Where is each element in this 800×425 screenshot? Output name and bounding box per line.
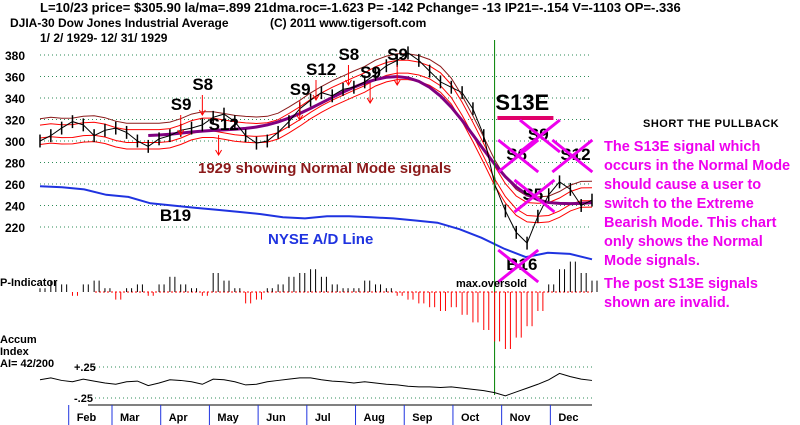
month-label: Aug	[364, 412, 385, 424]
signal-label: S8	[192, 75, 213, 94]
invalid-note: The post S13E signals shown are invalid.	[604, 276, 758, 311]
month-label: May	[217, 412, 239, 424]
signal-label: S9	[387, 45, 408, 64]
sell-arrow-icon	[312, 80, 320, 101]
sell-arrow-icon	[345, 65, 352, 86]
month-label: Sep	[412, 412, 432, 424]
sell-arrow-icon	[215, 135, 223, 156]
y-tick-label: 280	[5, 157, 25, 171]
copyright: (C) 2011 www.tigersoft.com	[270, 16, 427, 30]
normal-mode-label: 1929 showing Normal Mode signals	[198, 160, 452, 177]
y-tick-label: 300	[5, 135, 25, 149]
ad-line-label: NYSE A/D Line	[268, 231, 374, 248]
month-label: Jul	[315, 412, 331, 424]
crossed-out-icon	[551, 138, 594, 174]
notes-panel: The S13E signal which occurs in the Norm…	[604, 138, 800, 313]
sell-arrow-icon	[198, 95, 206, 116]
short-pullback-label: SHORT THE PULLBACK	[643, 118, 780, 130]
accum-line	[39, 372, 593, 397]
signal-label: S12	[306, 60, 336, 79]
signal-label: S9	[360, 63, 381, 82]
lower-outer-band	[39, 79, 593, 224]
ad-line	[39, 185, 593, 261]
ai-label: AI= 42/200	[0, 358, 55, 370]
y-tick-label: 340	[5, 92, 25, 106]
accum-tick-label: +.25	[74, 362, 96, 374]
sell-arrow-icon	[177, 115, 185, 136]
signal-label: S9	[290, 80, 311, 99]
month-label: Feb	[77, 412, 97, 424]
y-tick-label: 260	[5, 178, 25, 192]
chart-title: DJIA-30 Dow Jones Industrial Average	[10, 16, 229, 30]
sell-arrow-icon	[366, 83, 374, 104]
crossed-out-icon	[518, 118, 561, 154]
month-label: Mar	[120, 412, 140, 424]
s13e-note: The S13E signal which occurs in the Norm…	[604, 139, 791, 269]
month-label: Apr	[169, 412, 189, 424]
max-oversold-label: max.oversold	[456, 278, 527, 290]
y-tick-label: 220	[5, 221, 25, 235]
index-label: Index	[0, 346, 29, 358]
signal-label: S12	[209, 115, 239, 134]
signal-label: S13E	[495, 90, 549, 115]
accum-label: Accum	[0, 334, 37, 346]
y-tick-label: 320	[5, 114, 25, 128]
crossed-out-icon	[497, 248, 540, 284]
month-label: Oct	[461, 412, 480, 424]
y-tick-label: 360	[5, 71, 25, 85]
signal-label: S9	[171, 95, 192, 114]
moving-average-line	[148, 75, 593, 206]
sell-arrow-icon	[393, 65, 401, 86]
date-range: 1/ 2/ 1929- 12/ 31/ 1929	[40, 31, 168, 45]
signal-label: B19	[160, 206, 191, 225]
lower-band	[39, 72, 593, 217]
p-indicator-label: P-Indicator	[0, 277, 58, 289]
month-label: Jun	[266, 412, 286, 424]
accum-tick-label: -.25	[74, 393, 93, 405]
month-label: Dec	[558, 412, 578, 424]
y-tick-label: 240	[5, 200, 25, 214]
crossed-out-icon	[497, 138, 540, 174]
sell-arrow-icon	[296, 100, 304, 121]
signal-label: S8	[338, 45, 359, 64]
month-label: Nov	[510, 412, 532, 424]
y-tick-label: 380	[5, 49, 25, 63]
stats-line: L=10/23 price= $305.90 la/ma=.899 21dma.…	[40, 0, 681, 15]
crossed-out-icon	[513, 178, 556, 214]
